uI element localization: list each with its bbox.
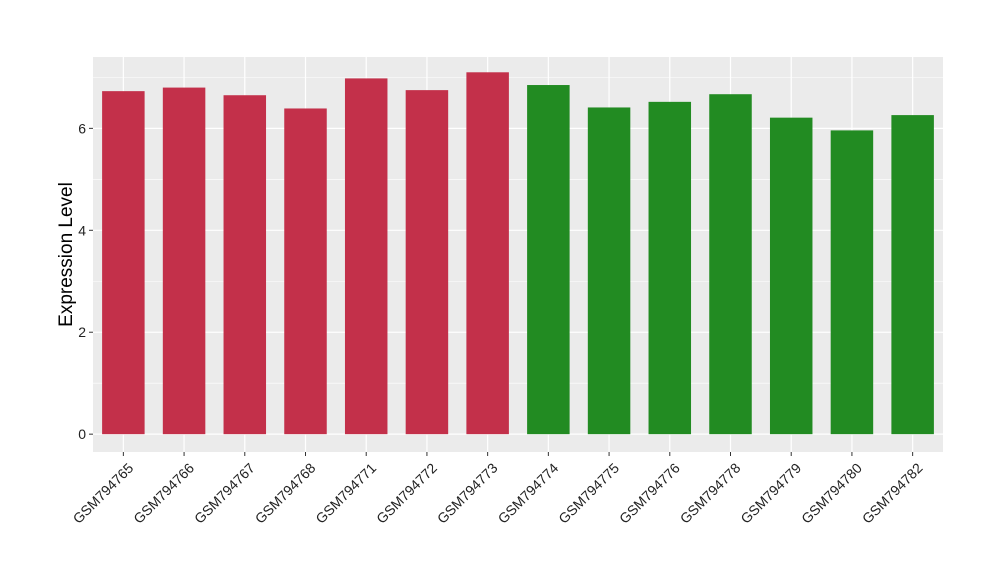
bar-gsm794766 xyxy=(162,87,206,435)
bar-gsm794772 xyxy=(405,90,449,435)
x-tick-label: GSM794780 xyxy=(798,460,865,527)
bar-gsm794775 xyxy=(587,107,631,435)
bar-gsm794773 xyxy=(466,72,509,435)
bar-gsm794768 xyxy=(284,108,327,435)
x-tick-label: GSM794766 xyxy=(130,460,197,527)
bar-gsm794765 xyxy=(102,91,145,435)
y-axis-title: Expression Level xyxy=(56,182,77,327)
bar-gsm794780 xyxy=(830,130,874,435)
bar-gsm794776 xyxy=(648,101,692,435)
x-tick-label: GSM794775 xyxy=(555,460,622,527)
x-tick-label: GSM794776 xyxy=(616,460,683,527)
x-tick-label: GSM794779 xyxy=(737,460,804,527)
plot-panel xyxy=(93,57,943,452)
y-tick-label: 2 xyxy=(78,324,86,340)
y-tick-label: 6 xyxy=(78,120,86,136)
x-tick-label: GSM794765 xyxy=(70,460,137,527)
x-tick-label: GSM794772 xyxy=(373,460,440,527)
x-tick-label: GSM794773 xyxy=(434,460,501,527)
y-axis: 0 2 4 6 xyxy=(78,120,93,442)
bar-gsm794778 xyxy=(709,94,752,435)
y-tick-label: 0 xyxy=(78,426,86,442)
x-axis: GSM794765GSM794766GSM794767GSM794768GSM7… xyxy=(70,452,926,527)
bar-gsm794774 xyxy=(527,85,570,435)
x-tick-label: GSM794767 xyxy=(191,460,258,527)
x-tick-label: GSM794774 xyxy=(495,460,562,527)
bar-gsm794771 xyxy=(344,78,388,435)
bar-gsm794779 xyxy=(769,117,813,435)
bar-gsm794767 xyxy=(223,95,267,435)
x-tick-label: GSM794782 xyxy=(859,460,926,527)
bars xyxy=(102,72,934,435)
x-tick-label: GSM794771 xyxy=(312,460,379,527)
bar-gsm794782 xyxy=(891,115,934,435)
x-tick-label: GSM794768 xyxy=(252,460,319,527)
x-tick-label: GSM794778 xyxy=(677,460,744,527)
y-tick-label: 4 xyxy=(78,222,86,238)
